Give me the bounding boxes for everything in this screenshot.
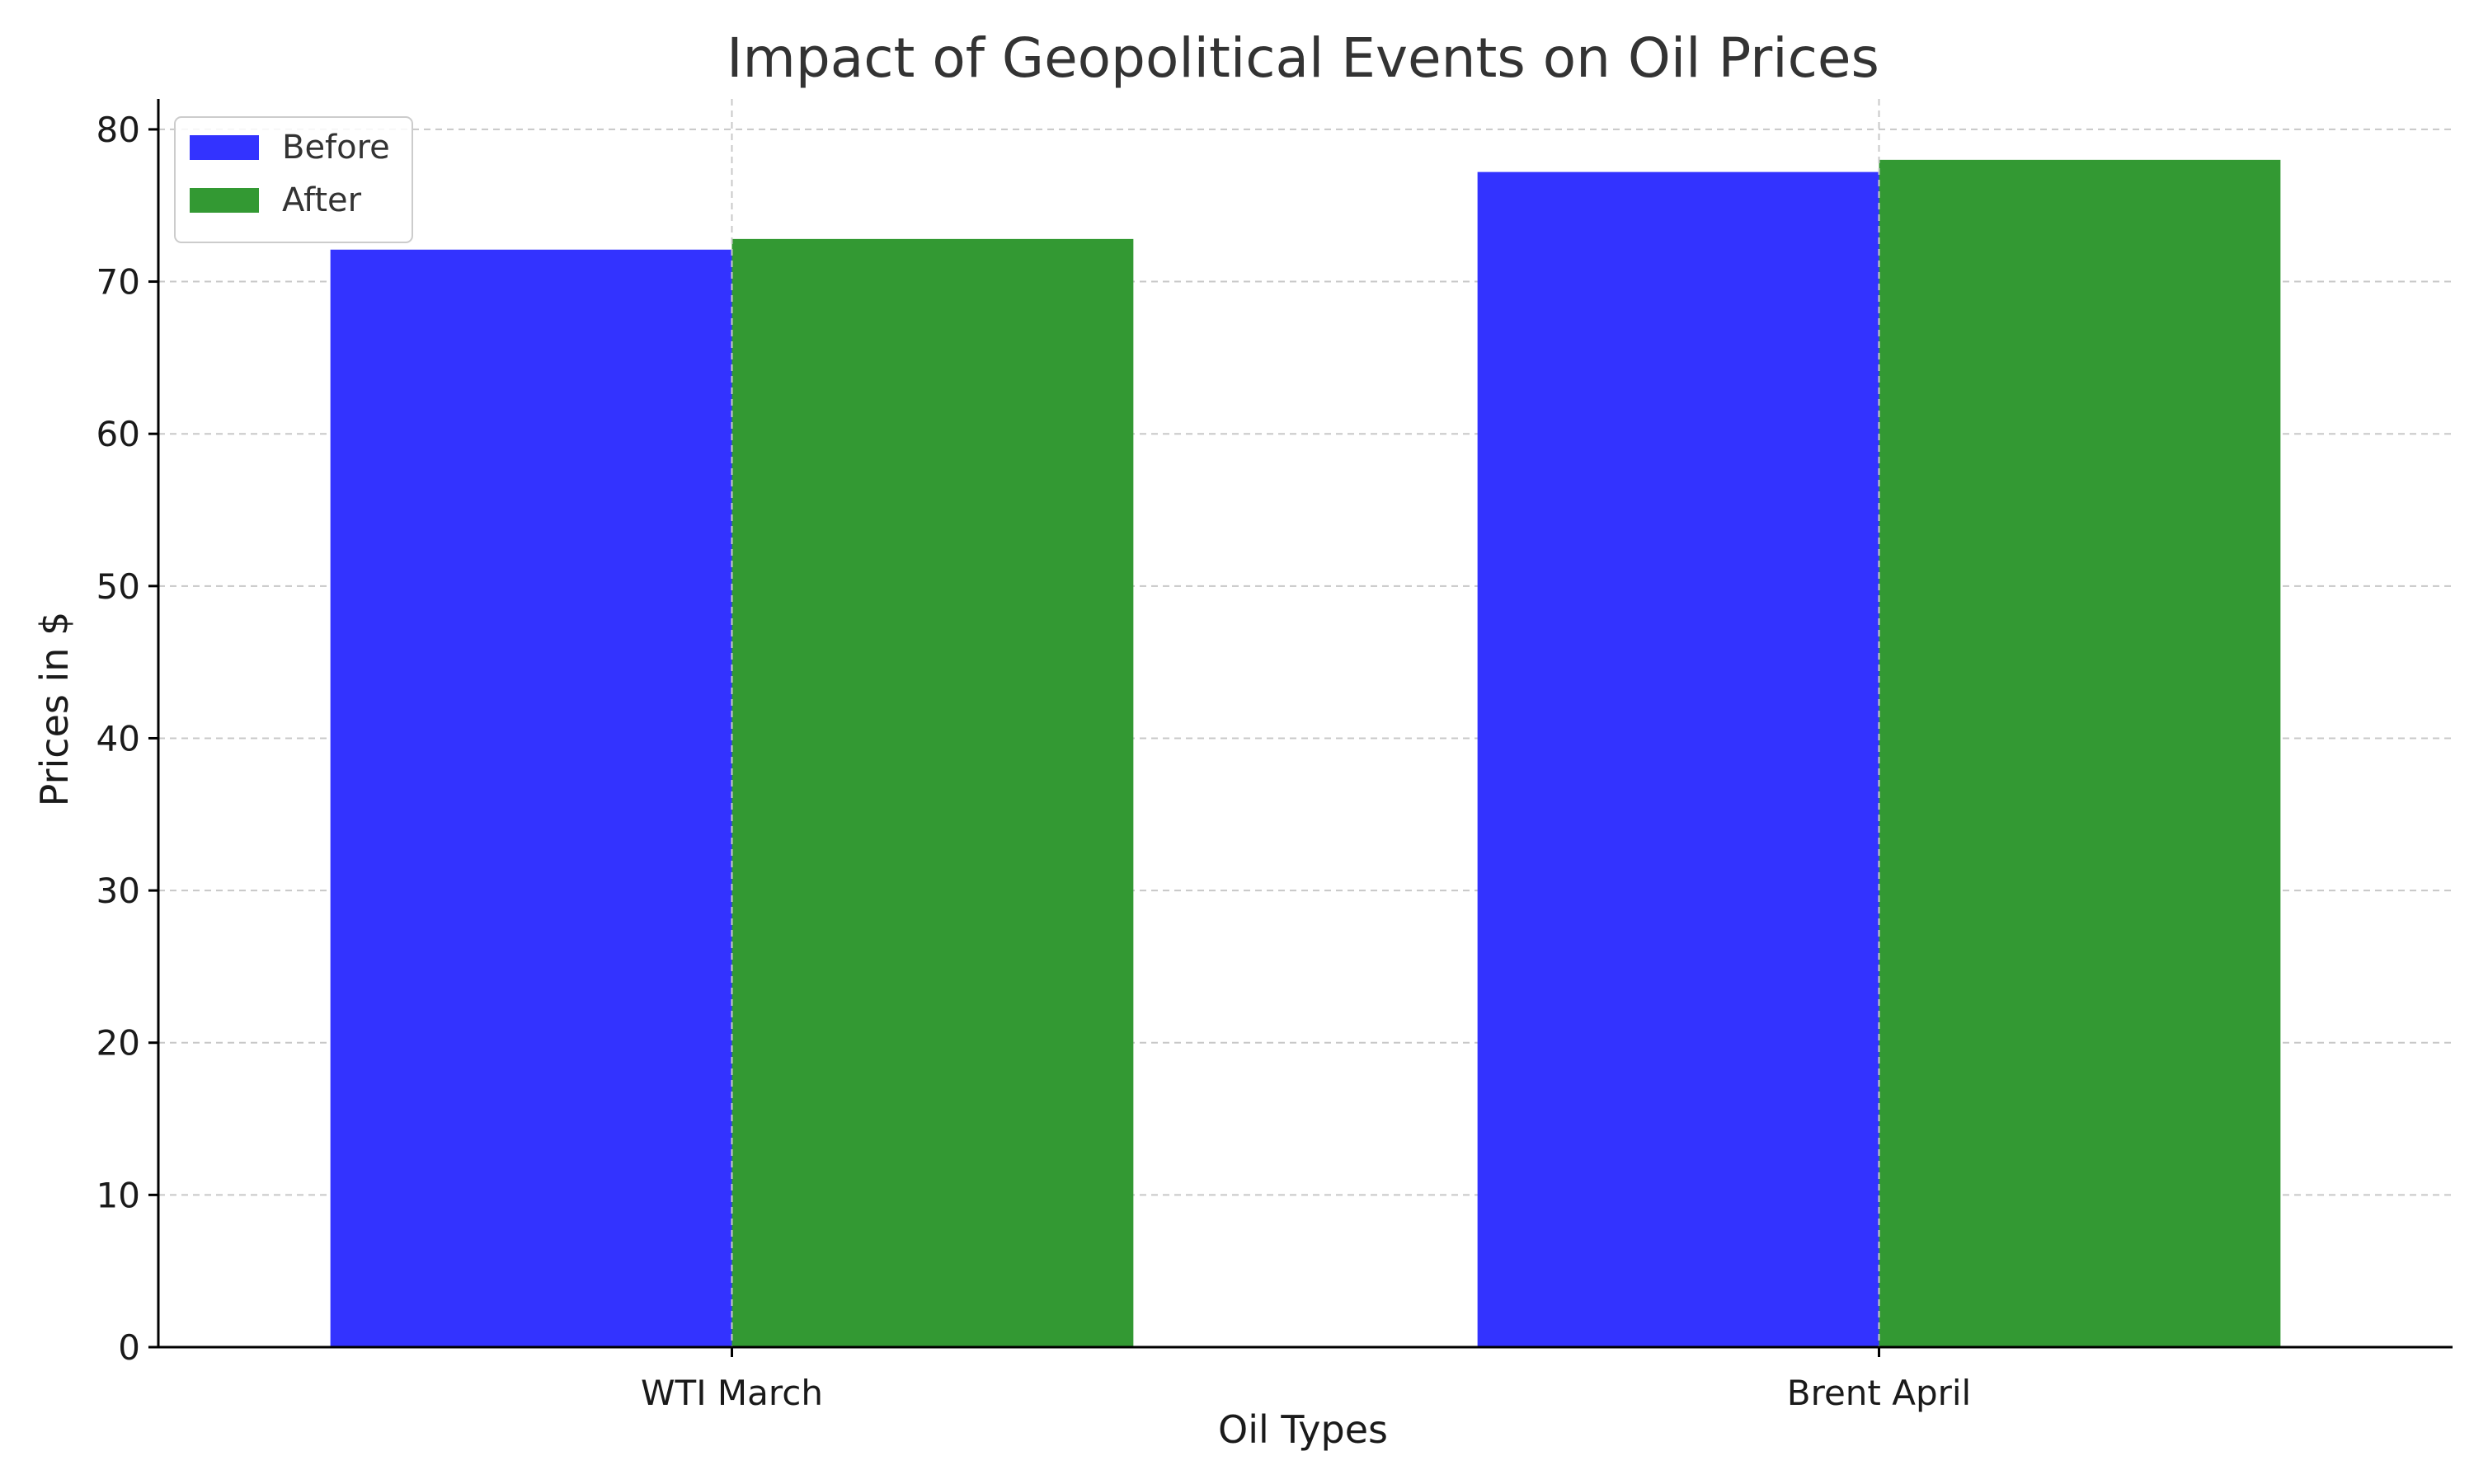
bar-after-2	[1879, 159, 2281, 1348]
x-axis-label: Oil Types	[1218, 1407, 1388, 1452]
x-tick-label: WTI March	[641, 1373, 823, 1413]
vertical-grid	[731, 99, 1880, 1347]
chart-title: Impact of Geopolitical Events on Oil Pri…	[727, 26, 1879, 90]
y-tick-labels: 0 10 20 30 40 50 60 70 80	[96, 110, 140, 1368]
y-tick-label: 40	[96, 718, 140, 758]
y-tick-label: 10	[96, 1175, 140, 1215]
y-tick-label: 60	[96, 414, 140, 454]
y-axis-label: Prices in $	[32, 612, 77, 807]
x-tick-labels: WTI March Brent April	[641, 1373, 1971, 1413]
y-tick-label: 50	[96, 566, 140, 607]
legend-label-after: After	[282, 181, 362, 219]
bar-before-2	[1477, 171, 1879, 1347]
y-tick-label: 20	[96, 1023, 140, 1064]
y-tick-label: 0	[118, 1327, 140, 1368]
bar-after-1	[731, 238, 1134, 1347]
legend: Before After	[174, 116, 413, 243]
legend-label-before: Before	[282, 129, 390, 167]
axes	[148, 99, 2453, 1357]
y-tick-label: 80	[96, 110, 140, 150]
legend-swatch-after	[190, 188, 259, 213]
bars	[330, 159, 2281, 1348]
y-tick-label: 70	[96, 262, 140, 303]
x-tick-label: Brent April	[1787, 1373, 1971, 1413]
bar-before-1	[330, 249, 732, 1347]
legend-swatch-before	[190, 135, 259, 160]
y-tick-label: 30	[96, 871, 140, 911]
